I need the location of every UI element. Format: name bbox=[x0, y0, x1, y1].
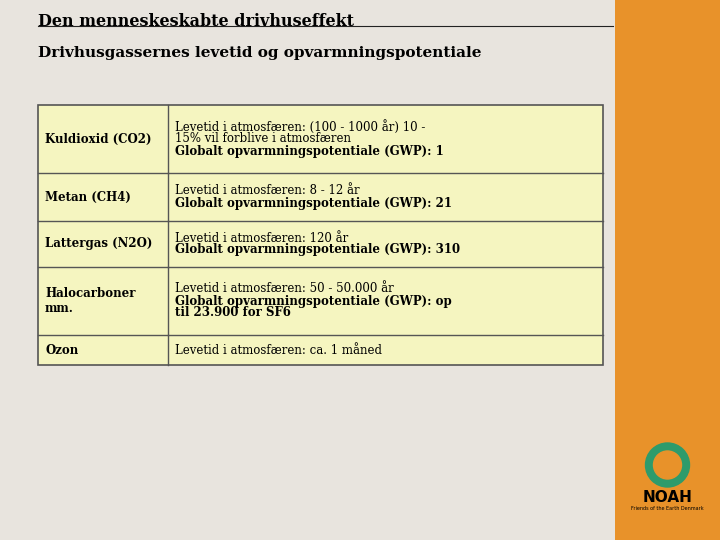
Text: Den menneskeskabte drivhuseffekt: Den menneskeskabte drivhuseffekt bbox=[38, 13, 354, 30]
Circle shape bbox=[654, 451, 682, 479]
Bar bbox=[615, 0, 720, 540]
Text: Globalt opvarmningspotentiale (GWP): 310: Globalt opvarmningspotentiale (GWP): 310 bbox=[175, 244, 460, 256]
Text: Levetid i atmosfæren: 120 år: Levetid i atmosfæren: 120 år bbox=[175, 232, 348, 245]
Circle shape bbox=[646, 443, 690, 487]
Text: NOAH: NOAH bbox=[642, 489, 693, 504]
Text: Metan (CH4): Metan (CH4) bbox=[45, 191, 131, 204]
Bar bbox=[38, 105, 603, 365]
Text: Levetid i atmosfæren: 50 - 50.000 år: Levetid i atmosfæren: 50 - 50.000 år bbox=[175, 282, 394, 295]
Text: Globalt opvarmningspotentiale (GWP): op: Globalt opvarmningspotentiale (GWP): op bbox=[175, 294, 451, 307]
Text: Drivhusgassernes levetid og opvarmningspotentiale: Drivhusgassernes levetid og opvarmningsp… bbox=[38, 46, 482, 60]
Text: Halocarboner
mm.: Halocarboner mm. bbox=[45, 287, 135, 315]
Text: Levetid i atmosfæren: (100 - 1000 år) 10 -: Levetid i atmosfæren: (100 - 1000 år) 10… bbox=[175, 120, 426, 134]
Text: til 23.900 for SF6: til 23.900 for SF6 bbox=[175, 307, 291, 320]
Text: Levetid i atmosfæren: 8 - 12 år: Levetid i atmosfæren: 8 - 12 år bbox=[175, 185, 359, 198]
Text: Ozon: Ozon bbox=[45, 343, 78, 356]
Text: Lattergas (N2O): Lattergas (N2O) bbox=[45, 238, 153, 251]
Text: Globalt opvarmningspotentiale (GWP): 21: Globalt opvarmningspotentiale (GWP): 21 bbox=[175, 197, 452, 210]
Text: Levetid i atmosfæren: ca. 1 måned: Levetid i atmosfæren: ca. 1 måned bbox=[175, 343, 382, 356]
Text: Globalt opvarmningspotentiale (GWP): 1: Globalt opvarmningspotentiale (GWP): 1 bbox=[175, 145, 444, 158]
Text: Friends of the Earth Denmark: Friends of the Earth Denmark bbox=[631, 505, 704, 510]
Text: Kuldioxid (CO2): Kuldioxid (CO2) bbox=[45, 132, 151, 145]
Text: 15% vil forblive i atmosfæren: 15% vil forblive i atmosfæren bbox=[175, 132, 351, 145]
